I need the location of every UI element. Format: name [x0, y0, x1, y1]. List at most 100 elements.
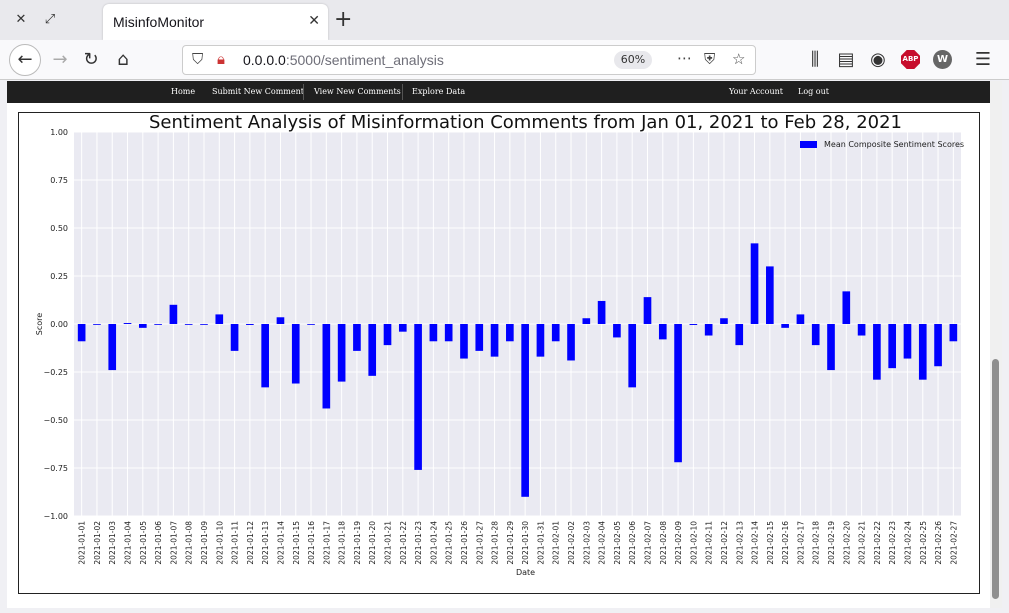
x-tick-label: 2021-01-10 — [215, 521, 224, 565]
bar — [460, 324, 468, 359]
page-actions-icon[interactable]: ⋯ — [677, 49, 692, 67]
nav-home-link[interactable]: Home — [171, 87, 196, 96]
x-tick-label: 2021-02-12 — [720, 521, 729, 565]
y-tick-label: −1.00 — [43, 512, 68, 521]
x-tick-label: 2021-01-01 — [78, 521, 87, 565]
x-tick-label: 2021-01-08 — [185, 521, 194, 565]
bar — [261, 324, 269, 388]
x-tick-label: 2021-01-04 — [124, 521, 133, 565]
x-tick-label: 2021-02-22 — [873, 521, 882, 565]
forward-icon[interactable]: → — [52, 49, 68, 70]
legend-swatch — [800, 141, 817, 148]
shield-icon[interactable]: ⛉ — [192, 50, 204, 68]
x-tick-label: 2021-01-28 — [491, 521, 500, 565]
x-tick-label: 2021-01-21 — [384, 521, 393, 565]
scrollbar[interactable] — [990, 81, 1002, 608]
y-tick-label: 0.25 — [50, 272, 68, 281]
tab-active[interactable]: MisinfoMonitor ✕ — [103, 4, 328, 40]
bar — [276, 317, 285, 324]
x-tick-label: 2021-01-22 — [399, 521, 408, 565]
x-tick-label: 2021-01-25 — [445, 521, 454, 565]
x-tick-label: 2021-02-10 — [689, 521, 698, 565]
x-tick-label: 2021-02-25 — [919, 521, 928, 565]
bar — [689, 324, 698, 325]
tab-close-icon[interactable]: ✕ — [308, 13, 320, 29]
x-tick-label: 2021-01-17 — [322, 521, 331, 565]
x-tick-label: 2021-01-11 — [231, 521, 240, 565]
y-tick-label: −0.50 — [43, 416, 68, 425]
x-tick-label: 2021-02-02 — [567, 521, 576, 565]
bar — [154, 324, 162, 325]
maximize-window-icon[interactable]: ⤢ — [44, 12, 56, 27]
x-tick-label: 2021-02-06 — [628, 521, 637, 565]
x-tick-label: 2021-02-24 — [903, 521, 912, 565]
bar — [857, 324, 866, 336]
bar — [781, 324, 789, 328]
url-bar[interactable]: ⛉ 🔒︎ 0.0.0.0:5000/sentiment_analysis 60%… — [182, 45, 756, 75]
nav-view-link[interactable]: View New Comments — [314, 87, 401, 96]
bar — [475, 324, 484, 351]
page-content: Home Submit New Comment View New Comment… — [7, 81, 990, 608]
bar — [628, 324, 637, 388]
bar — [582, 318, 591, 324]
chart-title: Sentiment Analysis of Misinformation Com… — [149, 113, 902, 133]
bar — [597, 300, 606, 324]
url-host: 0.0.0.0 — [243, 52, 286, 68]
bar — [291, 324, 300, 384]
x-tick-label: 2021-01-05 — [139, 521, 148, 565]
bar — [123, 323, 132, 324]
bar — [827, 324, 835, 371]
bookmark-star-icon[interactable]: ☆ — [732, 50, 746, 68]
new-tab-icon[interactable]: + — [334, 7, 353, 32]
bar — [246, 324, 254, 325]
x-tick-label: 2021-02-21 — [858, 521, 867, 565]
x-tick-label: 2021-02-15 — [766, 521, 775, 565]
nav-account-link[interactable]: Your Account — [729, 87, 783, 96]
x-tick-label: 2021-02-19 — [827, 521, 836, 565]
bar — [766, 266, 774, 324]
sidebar-icon[interactable]: ▤ — [837, 49, 855, 70]
bar — [93, 324, 101, 325]
x-tick-label: 2021-01-18 — [338, 521, 347, 565]
home-icon[interactable]: ⌂ — [117, 49, 129, 70]
nav-bar: ← → ↻ ⌂ ⛉ 🔒︎ 0.0.0.0:5000/sentiment_anal… — [0, 40, 1009, 80]
x-tick-label: 2021-01-07 — [169, 521, 178, 565]
nav-logout-link[interactable]: Log out — [798, 87, 829, 96]
x-tick-label: 2021-01-02 — [93, 521, 102, 565]
zoom-badge[interactable]: 60% — [614, 51, 652, 69]
adblock-icon[interactable]: ABP — [901, 50, 920, 69]
bar — [108, 324, 117, 371]
bar — [429, 324, 438, 342]
extension-w-icon[interactable]: W — [933, 50, 952, 69]
reload-icon[interactable]: ↻ — [83, 49, 99, 70]
bar — [720, 318, 728, 324]
insecure-lock-icon[interactable]: 🔒︎ — [217, 50, 225, 68]
tab-title: MisinfoMonitor — [113, 14, 205, 30]
x-tick-label: 2021-02-03 — [582, 521, 591, 565]
pocket-icon[interactable]: ⛨ — [704, 50, 716, 68]
x-tick-label: 2021-01-30 — [521, 521, 530, 565]
scrollbar-thumb[interactable] — [992, 359, 999, 599]
x-tick-label: 2021-02-07 — [643, 521, 652, 565]
y-tick-label: 1.00 — [50, 128, 68, 137]
back-icon[interactable]: ← — [9, 44, 41, 76]
bar — [368, 324, 377, 376]
url-path: :5000/sentiment_analysis — [285, 52, 444, 68]
nav-submit-link[interactable]: Submit New Comment — [212, 87, 304, 96]
close-window-icon[interactable]: ✕ — [15, 12, 27, 27]
x-tick-label: 2021-01-26 — [460, 521, 469, 565]
x-tick-label: 2021-01-29 — [506, 521, 515, 565]
nav-explore-link[interactable]: Explore Data — [412, 87, 466, 96]
nav-divider — [402, 84, 403, 100]
bar — [337, 324, 346, 382]
library-icon[interactable]: ⫼ — [810, 49, 820, 70]
menu-icon[interactable]: ☰ — [974, 49, 992, 70]
bar — [138, 324, 147, 328]
bar — [353, 324, 361, 351]
account-icon[interactable]: ◉ — [870, 49, 886, 70]
x-tick-label: 2021-01-12 — [246, 521, 255, 565]
y-tick-label: −0.75 — [43, 464, 68, 473]
bar — [750, 243, 759, 324]
bar — [551, 324, 560, 342]
